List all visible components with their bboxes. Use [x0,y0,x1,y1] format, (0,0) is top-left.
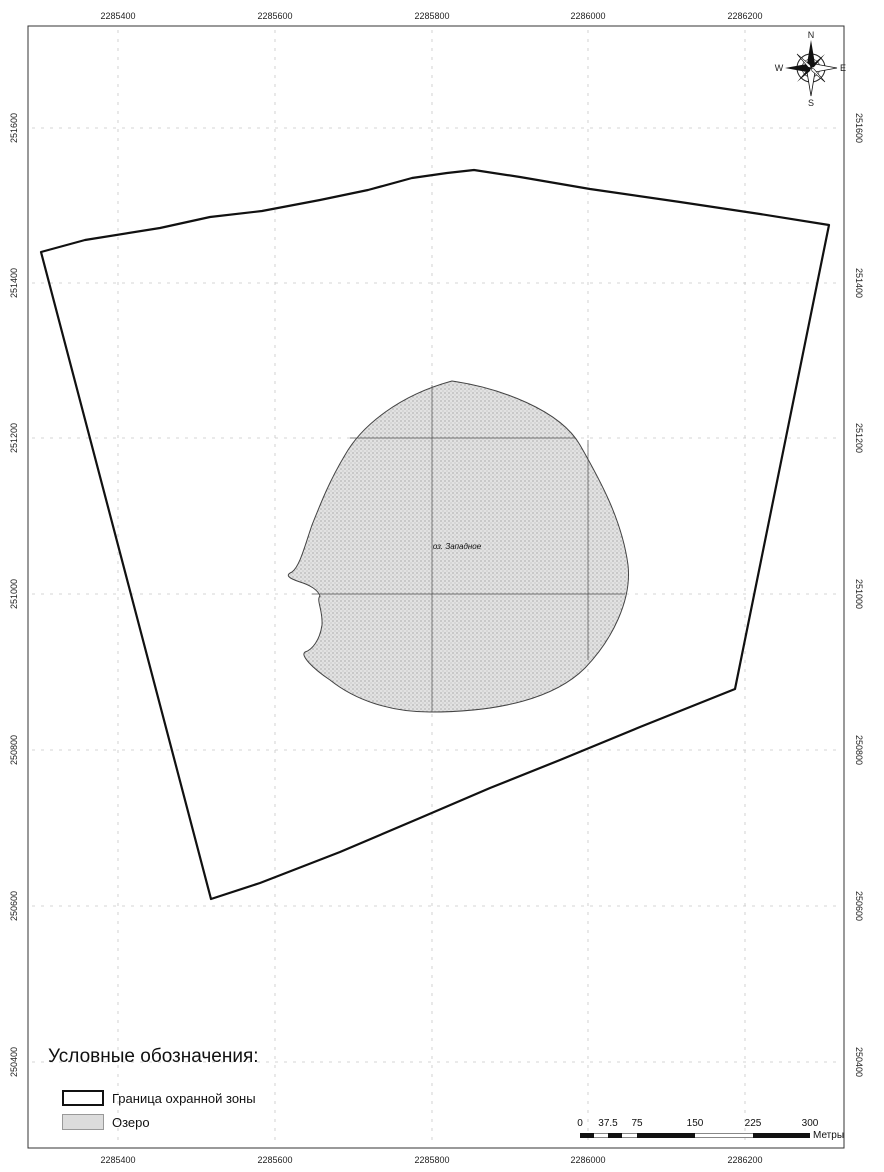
x-tick-label: 2286000 [570,1155,605,1165]
x-tick-label: 2286200 [727,11,762,21]
x-tick-label: 2286200 [727,1155,762,1165]
legend-swatch-boundary [62,1090,104,1106]
y-tick-label: 250600 [854,891,864,921]
y-tick-label: 251400 [854,268,864,298]
legend-title: Условные обозначения: [48,1046,259,1067]
legend-item-lake: Озеро [62,1112,150,1132]
scale-label: 150 [686,1118,704,1129]
scale-label: 300 [801,1118,819,1129]
legend-label: Граница охранной зоны [112,1090,256,1106]
y-tick-label: 250400 [9,1047,19,1077]
y-tick-label: 250400 [854,1047,864,1077]
y-tick-label: 251400 [9,268,19,298]
legend: Условные обозначения: Граница охранной з… [44,1046,364,1142]
y-ticks-left: 251600 251400 251200 251000 250800 25060… [9,113,19,1077]
y-ticks-right: 251600 251400 251200 251000 250800 25060… [854,113,864,1077]
y-tick-label: 251600 [9,113,19,143]
y-tick-label: 250800 [9,735,19,765]
scale-bar-graphic [580,1133,810,1138]
scale-bar: 0 37.5 75 150 225 300 Метры [570,1118,870,1148]
legend-item-boundary: Граница охранной зоны [62,1088,256,1108]
protection-zone-boundary [39,168,831,901]
x-tick-label: 2286000 [570,11,605,21]
scale-unit: Метры [813,1130,845,1141]
x-tick-label: 2285600 [257,1155,292,1165]
y-tick-label: 251000 [854,579,864,609]
x-ticks-top: 2285400 2285600 2285800 2286000 2286200 [100,11,762,21]
x-tick-label: 2285600 [257,11,292,21]
scale-label: 75 [631,1118,643,1129]
compass-rose-icon: N S E W [775,30,846,108]
compass-e: E [840,63,846,73]
grid-lines [32,30,840,1144]
legend-swatch-lake [62,1114,104,1130]
y-tick-label: 251000 [9,579,19,609]
y-tick-label: 251600 [854,113,864,143]
y-tick-label: 251200 [9,423,19,453]
y-tick-label: 251200 [854,423,864,453]
x-tick-label: 2285800 [414,11,449,21]
legend-label: Озеро [112,1114,150,1130]
x-ticks-bottom: 2285400 2285600 2285800 2286000 2286200 [100,1155,762,1165]
x-tick-label: 2285800 [414,1155,449,1165]
lake-grid [312,385,625,712]
scale-label: 225 [744,1118,762,1129]
scale-label: 0 [577,1118,583,1129]
compass-s: S [808,98,814,108]
lake-polygon [287,380,630,713]
compass-n: N [808,30,815,40]
x-tick-label: 2285400 [100,1155,135,1165]
y-tick-label: 250600 [9,891,19,921]
y-tick-label: 250800 [854,735,864,765]
scale-label: 37.5 [598,1118,618,1129]
lake-label: оз. Западное [433,542,482,551]
x-tick-label: 2285400 [100,11,135,21]
compass-w: W [775,63,784,73]
